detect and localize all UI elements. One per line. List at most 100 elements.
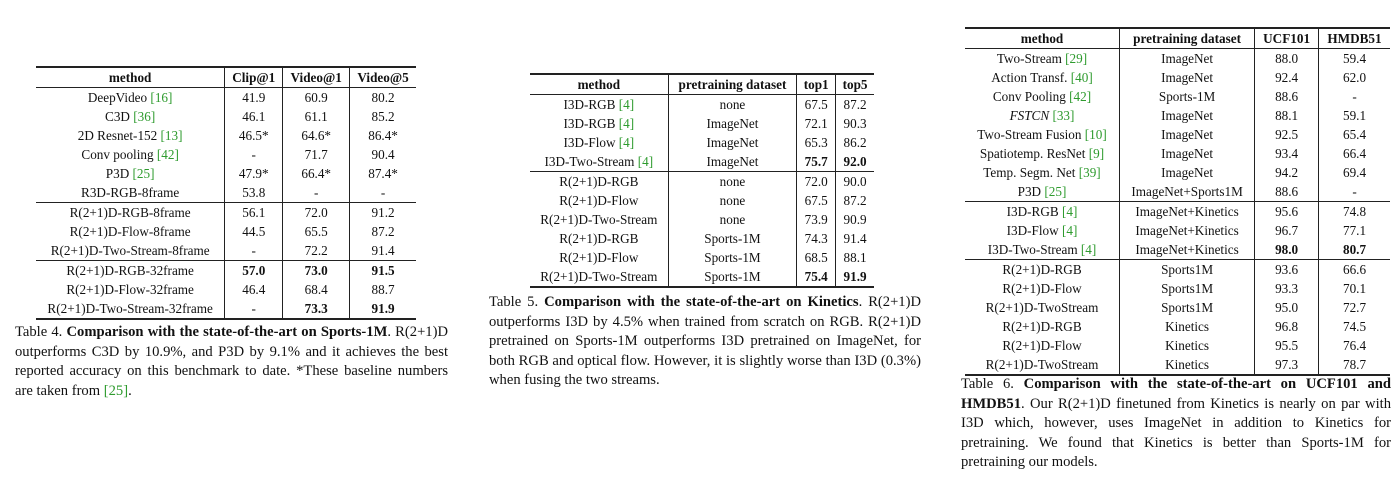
value-cell: none	[667, 191, 797, 210]
value-cell: 72.0	[282, 202, 350, 222]
column-header: method	[577, 77, 621, 92]
table6: method pretraining dataset UCF101 HMDB51 Two…	[965, 27, 1390, 376]
value-cell: 74.3	[796, 229, 836, 248]
method-cell: R(2+1)D-Two-Stream-8frame	[36, 241, 225, 261]
method-cell: I3D-Flow [4]	[530, 133, 668, 152]
value-cell: ImageNet+Sports1M	[1118, 182, 1255, 202]
value-cell: 88.0	[1254, 48, 1319, 68]
method-cell: Conv Pooling [42]	[965, 87, 1120, 106]
method-cell: R(2+1)D-Two-Stream	[530, 267, 669, 288]
citation-link[interactable]: [42]	[156, 147, 179, 162]
citation-link[interactable]: [16]	[150, 90, 173, 105]
value-cell: 88.6	[1254, 87, 1319, 106]
table-row: R(2+1)D-Two-Stream none 73.9 90.9	[530, 210, 874, 229]
method-name: R(2+1)D-Flow-32frame	[66, 282, 194, 297]
table-row: R(2+1)D-Flow Kinetics 95.5 76.4	[965, 336, 1390, 355]
value-cell: ImageNet	[1118, 125, 1255, 144]
value-cell: none	[667, 94, 797, 114]
table5-caption: Table 5. Comparison with the state-of-th…	[489, 293, 921, 391]
value-cell: 56.1	[224, 202, 283, 222]
value-cell: 57.0	[224, 260, 283, 280]
table-row: Conv pooling [42] -71.7 90.4	[36, 145, 416, 164]
value-cell: 90.9	[835, 210, 874, 229]
table-row: R(2+1)D-Two-Stream-32frame -73.3 91.9	[36, 299, 416, 320]
table6-caption: Table 6. Comparison with the state-of-th…	[961, 375, 1391, 473]
method-name: R(2+1)D-RGB-32frame	[66, 263, 194, 278]
method-cell: P3D [25]	[965, 182, 1120, 202]
method-name: DeepVideo	[87, 90, 148, 105]
citation-link[interactable]: [40]	[1070, 70, 1093, 85]
value-cell: ImageNet	[1118, 144, 1255, 163]
table-row: Temp. Segm. Net [39] ImageNet 94.2 69.4	[965, 163, 1390, 182]
caption-label: Table 5.	[489, 294, 539, 310]
caption-label: Table 4.	[15, 324, 63, 340]
caption-label: Table 6.	[961, 376, 1014, 392]
citation-link[interactable]: [33]	[1052, 108, 1075, 123]
citation-link[interactable]: [25]	[132, 166, 155, 181]
table-row: R(2+1)D-RGB Sports-1M 74.3 91.4	[530, 229, 874, 248]
citation-link[interactable]: [4]	[618, 97, 635, 112]
method-name: R(2+1)D-Flow-8frame	[69, 224, 191, 239]
value-cell: 88.1	[1254, 106, 1319, 125]
citation-link[interactable]: [4]	[618, 116, 635, 131]
value-cell: -	[1318, 182, 1390, 202]
citation-link[interactable]: [29]	[1065, 51, 1088, 66]
citation-link[interactable]: [4]	[1061, 204, 1078, 219]
value-cell: Sports-1M	[667, 229, 797, 248]
caption-title: Comparison with the state-of-the-art on …	[961, 376, 1391, 412]
table-row: DeepVideo [16] 41.9 60.9 80.2	[36, 87, 416, 107]
method-cell: R(2+1)D-RGB-32frame	[36, 260, 225, 280]
table-row: I3D-Flow [4] ImageNet+Kinetics 96.7 77.1	[965, 221, 1390, 240]
citation-link[interactable]: [42]	[1069, 89, 1092, 104]
citation-link[interactable]: [4]	[637, 154, 654, 169]
method-name: R3D-RGB-8frame	[81, 185, 180, 200]
method-cell: R(2+1)D-Flow	[530, 191, 668, 210]
value-cell: none	[667, 210, 797, 229]
value-cell: ImageNet	[667, 133, 797, 152]
table-row: FSTCN [33] ImageNet 88.1 59.1	[965, 106, 1390, 125]
caption-body: . R(2+1)D outperforms I3D by 4.5% when t…	[489, 294, 922, 388]
table-row: R(2+1)D-Flow-32frame 46.4 68.4 88.7	[36, 280, 416, 299]
value-cell: 80.7	[1318, 240, 1390, 260]
citation-link[interactable]: [13]	[160, 128, 183, 143]
method-cell: C3D [36]	[36, 107, 225, 126]
method-name: R(2+1)D-Two-Stream	[540, 212, 658, 227]
value-cell: 59.1	[1318, 106, 1390, 125]
citation-link[interactable]: [10]	[1084, 127, 1107, 142]
citation-link[interactable]: [4]	[1080, 242, 1097, 257]
value-cell: 95.0	[1254, 298, 1319, 317]
method-cell: I3D-RGB [4]	[530, 114, 668, 133]
citation-link[interactable]: [36]	[133, 109, 156, 124]
table-row: R(2+1)D-RGB-32frame 57.0 73.0 91.5	[36, 260, 416, 280]
citation-link[interactable]: [25]	[1044, 184, 1067, 199]
table4-block: method Clip@1 Video@1 Video@5 DeepVideo [16]…	[36, 66, 416, 320]
method-cell: Two-Stream [29]	[965, 49, 1120, 69]
value-cell: -	[224, 241, 283, 261]
method-cell: Spatiotemp. ResNet [9]	[965, 144, 1120, 163]
value-cell: 47.9*	[224, 164, 283, 183]
column-header: method	[108, 70, 152, 85]
value-cell: 53.8	[224, 183, 283, 203]
value-cell: 72.0	[796, 171, 836, 191]
citation-link[interactable]: [4]	[618, 135, 635, 150]
method-cell: I3D-RGB [4]	[530, 95, 668, 115]
citation-link[interactable]: [9]	[1088, 146, 1105, 161]
method-cell: R(2+1)D-TwoStream	[965, 298, 1120, 317]
table-row: I3D-RGB [4] ImageNet 72.1 90.3	[530, 114, 874, 133]
table-row: R(2+1)D-Two-Stream Sports-1M 75.4 91.9	[530, 267, 874, 288]
caption-citation[interactable]: [25]	[103, 382, 129, 399]
citation-link[interactable]: [4]	[1061, 223, 1078, 238]
table-row: R(2+1)D-Flow none 67.5 87.2	[530, 191, 874, 210]
value-cell: 44.5	[224, 222, 283, 241]
table-row: P3D [25] 47.9* 66.4* 87.4*	[36, 164, 416, 183]
citation-link[interactable]: [39]	[1078, 165, 1101, 180]
table-row: Two-Stream Fusion [10] ImageNet 92.5 65.4	[965, 125, 1390, 144]
value-cell: 88.6	[1254, 182, 1319, 202]
method-name: Temp. Segm. Net	[983, 165, 1076, 180]
method-cell: R(2+1)D-Flow-8frame	[36, 222, 225, 241]
method-name: I3D-Two-Stream	[987, 242, 1078, 257]
value-cell: 65.3	[796, 133, 836, 152]
table-row: R3D-RGB-8frame 53.8- -	[36, 183, 416, 203]
method-name: I3D-RGB	[563, 116, 616, 131]
value-cell: 88.1	[835, 248, 874, 267]
